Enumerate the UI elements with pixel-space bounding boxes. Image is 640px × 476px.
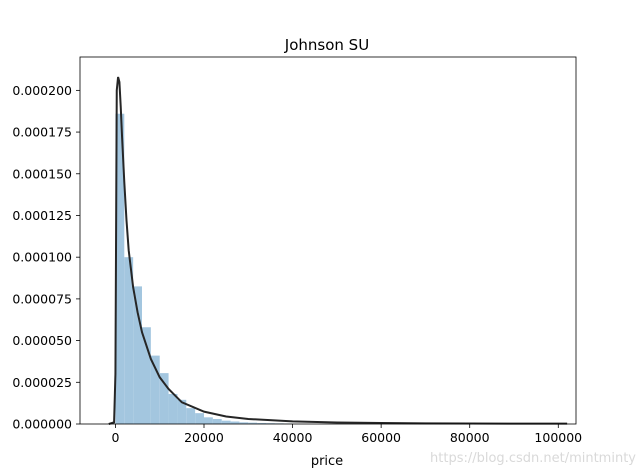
histogram-bar — [230, 421, 240, 424]
x-tick-label: 20000 — [184, 430, 224, 445]
histogram-bar — [159, 373, 169, 424]
histogram-bar — [177, 399, 187, 424]
x-tick-label: 80000 — [450, 430, 490, 445]
y-tick-label: 0.000125 — [12, 208, 72, 223]
chart-title: Johnson SU — [284, 36, 369, 54]
y-tick-label: 0.000025 — [12, 375, 72, 390]
y-tick-label: 0.000200 — [12, 83, 72, 98]
histogram-bar — [204, 417, 213, 424]
x-tick-label: 60000 — [361, 430, 401, 445]
y-tick-label: 0.000175 — [12, 125, 72, 140]
x-tick-label: 40000 — [273, 430, 313, 445]
histogram-bar — [195, 413, 204, 424]
histogram-bar — [150, 355, 160, 424]
histogram-bar — [239, 422, 249, 424]
x-tick-label: 100000 — [534, 430, 582, 445]
histogram-bar — [186, 408, 196, 424]
histogram-bar — [248, 422, 258, 424]
plot-frame — [79, 56, 577, 425]
x-axis-label: price — [311, 454, 343, 469]
histogram-bar — [142, 327, 151, 424]
histogram-bar — [266, 423, 275, 424]
y-tick-label: 0.000050 — [12, 333, 72, 348]
x-axis-ticks: 0 20000 40000 60000 80000 100000 — [111, 424, 582, 445]
y-tick-label: 0.000000 — [12, 417, 72, 432]
y-tick-label: 0.000150 — [12, 166, 72, 181]
watermark-text: https://blog.csdn.net/mintminty — [430, 451, 636, 466]
histogram-bar — [212, 418, 222, 424]
histogram-bar — [257, 422, 266, 424]
x-tick-label: 0 — [111, 430, 119, 445]
histogram-bar — [124, 257, 134, 424]
histogram-bar — [115, 113, 125, 424]
y-axis-ticks: 0.000000 0.000025 0.000050 0.000075 0.000100… — [12, 83, 80, 432]
histogram-bar — [221, 420, 231, 424]
histogram-bar — [168, 393, 178, 424]
histogram-bars — [115, 113, 293, 424]
histogram-bar — [133, 286, 142, 424]
y-tick-label: 0.000075 — [12, 291, 72, 306]
fit-curve-line — [108, 76, 568, 425]
y-tick-label: 0.000100 — [12, 250, 72, 265]
